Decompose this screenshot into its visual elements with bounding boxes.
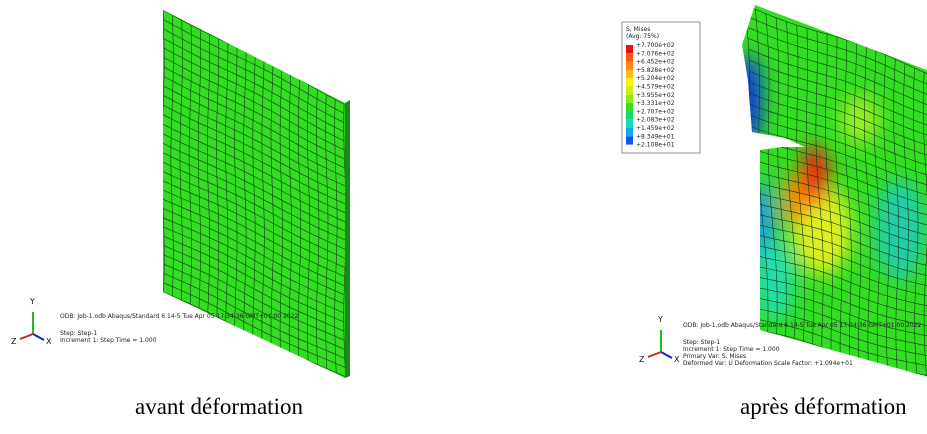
legend-label: +8.349e+01	[636, 133, 675, 140]
legend-label: +7.700e+02	[636, 42, 675, 49]
info-line: ODB: Job-1.odb Abaqus/Standard 6.14-5 Tu…	[60, 313, 299, 320]
legend-label: +5.204e+02	[636, 75, 675, 82]
legend-label: +2.108e+01	[636, 142, 675, 149]
info-line: Step: Step-1	[60, 330, 97, 337]
axis-y: Y	[657, 315, 663, 324]
axis-z: Z	[639, 355, 645, 364]
legend-title: S, Mises	[626, 26, 650, 33]
legend-label: +4.579e+02	[636, 84, 675, 91]
legend-label: +7.076e+02	[636, 50, 675, 57]
legend-swatch	[626, 53, 633, 61]
legend-swatch	[626, 136, 633, 144]
info-line: Increment 1: Step Time = 1.000	[60, 337, 157, 344]
legend-label: +2.083e+02	[636, 117, 675, 124]
legend-swatch	[626, 111, 633, 119]
axis-y: Y	[29, 297, 35, 306]
legend-swatch	[626, 128, 633, 136]
legend-swatch	[626, 120, 633, 128]
legend-swatch	[626, 95, 633, 103]
legend-swatch	[626, 45, 633, 53]
info-line: Step: Step-1	[683, 339, 720, 346]
screenshot: Y Z X Y Z X S, Mises (Avg: 75%) +7.700e+…	[0, 0, 927, 434]
axis-x: X	[46, 337, 52, 346]
info-line: Primary Var: S, Mises	[683, 353, 746, 360]
axis-x: X	[674, 355, 680, 364]
legend-subtitle: (Avg: 75%)	[626, 33, 659, 40]
legend-swatch	[626, 62, 633, 70]
legend-label: +3.955e+02	[636, 92, 675, 99]
legend-label: +1.459e+02	[636, 125, 675, 132]
info-line: Deformed Var: U Deformation Scale Factor…	[683, 360, 853, 367]
caption: après déformation	[740, 394, 907, 419]
legend-swatch	[626, 78, 633, 86]
legend-swatch	[626, 103, 633, 111]
legend-label: +3.331e+02	[636, 100, 675, 107]
legend-label: +6.452e+02	[636, 59, 675, 66]
triad-left: Y Z X	[11, 297, 52, 346]
triad-right: Y Z X	[639, 315, 680, 364]
plate-undeformed	[162, 10, 350, 378]
axis-z: Z	[11, 337, 17, 346]
legend-label: +2.707e+02	[636, 108, 675, 115]
info-line: ODB: Job-1.odb Abaqus/Standard 6.14-5 Tu…	[683, 322, 922, 329]
legend-swatch	[626, 87, 633, 95]
caption: avant déformation	[135, 394, 303, 419]
info-line: Increment 1: Step Time = 1.000	[683, 346, 780, 353]
legend: S, Mises (Avg: 75%) +7.700e+02+7.076e+02…	[622, 22, 700, 153]
legend-label: +5.828e+02	[636, 67, 675, 74]
plate-deformed	[730, 0, 927, 400]
legend-swatch	[626, 70, 633, 78]
